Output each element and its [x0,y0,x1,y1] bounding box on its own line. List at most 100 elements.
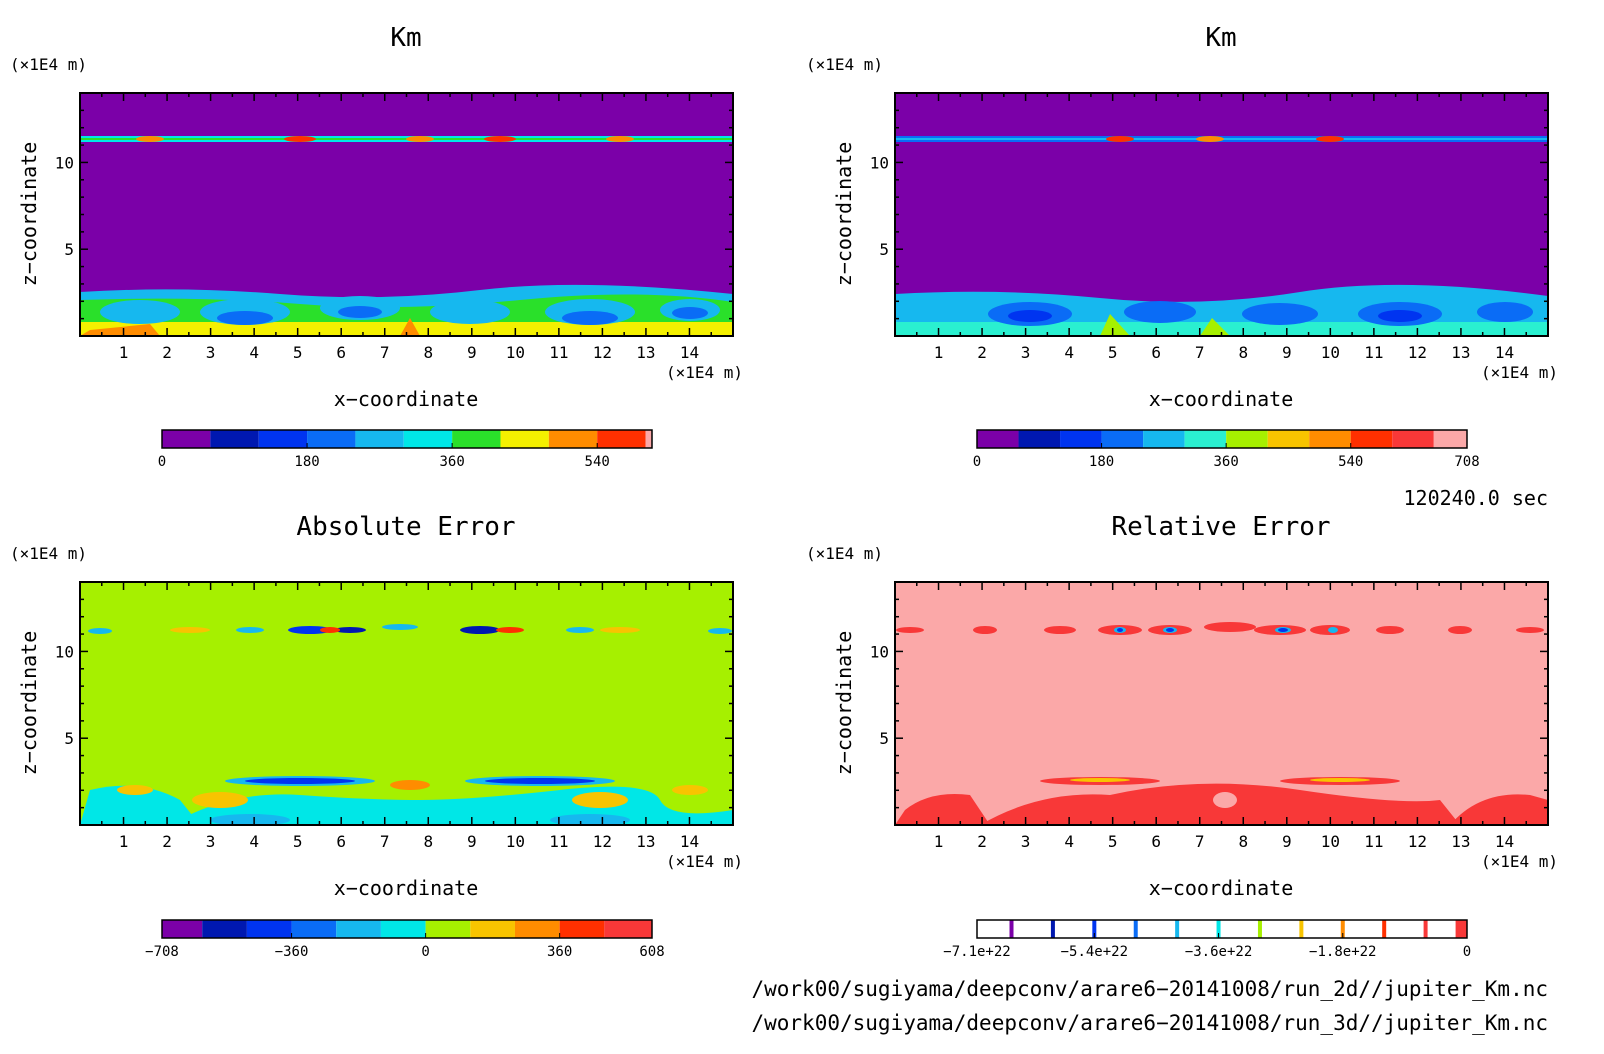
colorbar: 0 180 360 540 708 [973,429,1480,470]
colorbar-label: 180 [294,454,319,470]
heatmap-field [895,93,1548,336]
colorbar-segment [380,920,426,938]
x-tick-label: 13 [636,832,655,851]
colorbar-label: 360 [439,454,464,470]
colorbar-label: 0 [1463,944,1471,960]
colorbar-segment [291,920,337,938]
colorbar-segment [246,920,292,938]
x-tick-label: 2 [162,343,172,362]
x-tick-label: 4 [249,832,259,851]
panel-relative-error: Relative Error (×1E4 m) [806,512,1558,960]
colorbar-label: −3.6e+22 [1185,944,1252,960]
colorbar-label: 0 [158,454,166,470]
y-tick-label: 5 [64,240,74,259]
x-tick-label: 6 [1151,343,1161,362]
x-tick-label: 8 [423,832,433,851]
x-tick-label: 1 [934,832,944,851]
colorbar-background [977,920,1467,938]
colorbar-segment [1143,430,1185,448]
colorbar-frame [161,429,653,449]
colorbar-segment [1433,430,1467,448]
x-unit-label: (×1E4 m) [666,363,743,382]
panel-km-2d: Km (×1E4 m) [10,23,743,470]
colorbar-segment [210,430,259,448]
x-tick-label: 9 [1282,832,1292,851]
x-tick-label: 2 [162,832,172,851]
colorbar-marker [1216,920,1221,938]
x-tick-label: 4 [249,343,259,362]
colorbar-label: 360 [1214,454,1239,470]
y-axis-label: z−coordinate [832,631,856,776]
colorbar-marker [1423,920,1428,938]
panel-title: Absolute Error [296,512,515,542]
colorbar-label: −360 [275,944,309,960]
colorbar-segment [307,430,356,448]
x-axis-label: x−coordinate [334,387,479,411]
x-tick-label: 5 [1108,343,1118,362]
panel-title: Km [1205,23,1236,53]
x-tick-label: 3 [206,343,216,362]
colorbar-segment [1184,430,1227,448]
colorbar-segment [355,430,404,448]
x-tick-label: 14 [680,343,699,362]
colorbar-frame [161,919,653,939]
colorbar-segment [202,920,247,938]
colorbar-label: 540 [585,454,610,470]
x-tick-label: 6 [1151,832,1161,851]
x-tick-label: 14 [1495,832,1514,851]
y-axis-label: z−coordinate [17,631,41,776]
colorbar-segment [597,430,646,448]
colorbar: 0 180 360 540 [158,429,653,470]
colorbar-segment [645,430,652,448]
colorbar-segment [604,920,652,938]
colorbar-segment [425,920,471,938]
x-tick-label: 12 [593,343,612,362]
y-axis-label: z−coordinate [832,142,856,287]
x-tick-label: 8 [423,343,433,362]
colorbar-marker [1175,920,1180,938]
y-unit-label: (×1E4 m) [806,544,883,563]
y-tick-label: 5 [879,240,889,259]
x-tick-label: 12 [1408,832,1427,851]
colorbar-segment [162,920,203,938]
x-tick-label: 13 [1451,832,1470,851]
heatmap-field [80,582,733,825]
colorbar-segment [162,430,211,448]
colorbar-label: 0 [421,944,429,960]
colorbar-marker [1340,920,1345,938]
x-unit-label: (×1E4 m) [666,852,743,871]
x-tick-label: 13 [636,343,655,362]
x-tick-label: 5 [1108,832,1118,851]
colorbar-segment [258,430,308,448]
x-tick-label: 12 [1408,343,1427,362]
colorbar-segment [548,430,598,448]
y-axis-label: z−coordinate [17,142,41,287]
x-tick-label: 10 [506,343,525,362]
x-tick-label: 12 [593,832,612,851]
x-tick-label: 7 [1195,343,1205,362]
colorbar-segment [559,920,605,938]
x-tick-label: 2 [977,832,987,851]
panel-absolute-error: Absolute Error (×1E4 m) [10,512,743,960]
x-tick-label: 4 [1064,343,1074,362]
x-tick-label: 1 [119,343,129,362]
time-label: 120240.0 sec [1404,486,1549,510]
x-unit-label: (×1E4 m) [1481,363,1558,382]
colorbar-frame [976,429,1468,449]
x-tick-label: 11 [1364,343,1383,362]
colorbar-marker [1133,920,1138,938]
colorbar-segment [1350,430,1393,448]
colorbar-segment [500,430,549,448]
x-tick-label: 14 [1495,343,1514,362]
y-unit-label: (×1E4 m) [10,55,87,74]
colorbar-label: −7.1e+22 [943,944,1010,960]
x-tick-label: 10 [1321,343,1340,362]
x-tick-label: 9 [467,832,477,851]
x-tick-label: 10 [506,832,525,851]
colorbar-label: −708 [145,944,179,960]
